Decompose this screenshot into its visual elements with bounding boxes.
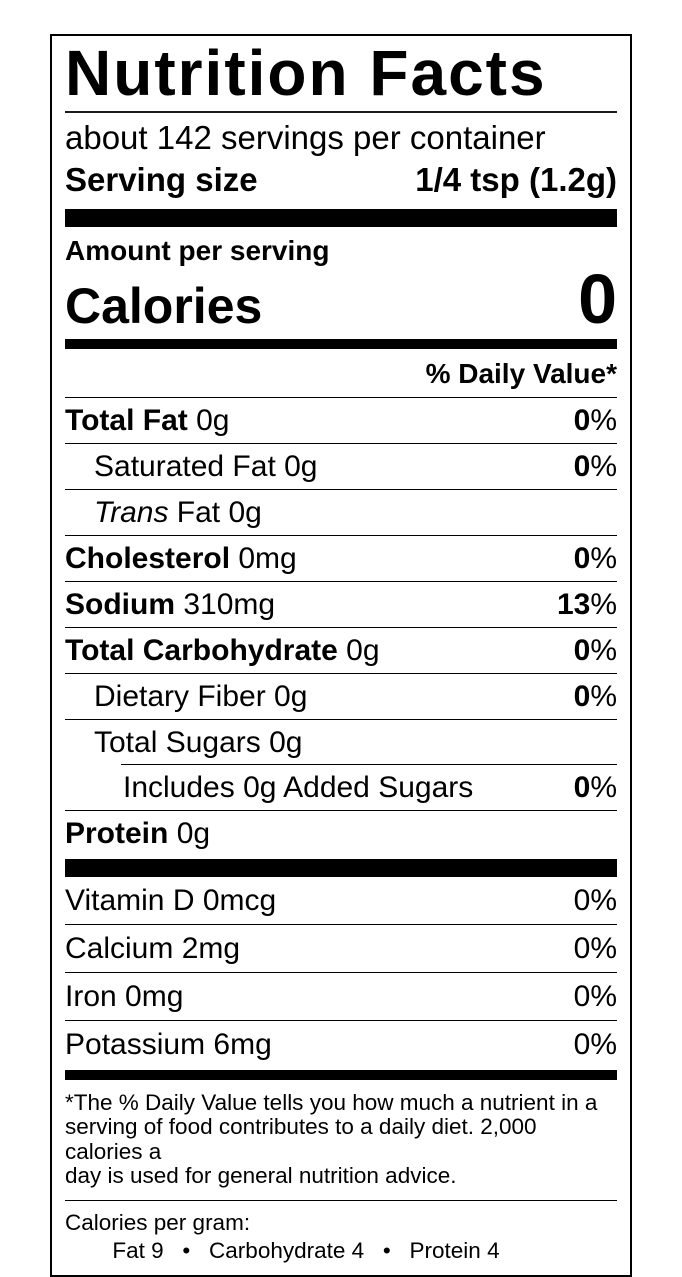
daily-value-percent: 0% bbox=[573, 541, 617, 575]
calories-value: 0 bbox=[578, 260, 617, 339]
nutrient-row: Protein 0g bbox=[65, 811, 617, 856]
thick-separator-bar bbox=[65, 858, 617, 877]
daily-value-percent: 0% bbox=[573, 633, 617, 667]
nutrient-row: Trans Fat 0g bbox=[65, 490, 617, 536]
amount-per-serving-label: Amount per serving bbox=[65, 235, 330, 267]
nutrient-row: Saturated Fat 0g 0% bbox=[65, 444, 617, 490]
micronutrient-rows: Vitamin D 0mcg 0% Calcium 2mg 0% Iron 0mg 0% P… bbox=[65, 877, 617, 1068]
nutrient-row: Total Fat 0g 0% bbox=[65, 398, 617, 444]
daily-value-header: % Daily Value* bbox=[65, 349, 617, 398]
micronutrient-row: Vitamin D 0mcg 0% bbox=[65, 877, 617, 925]
micronutrient-row: Calcium 2mg 0% bbox=[65, 925, 617, 973]
footnote-line: *The % Daily Value tells you how much a … bbox=[65, 1089, 598, 1115]
label-title: Nutrition Facts bbox=[65, 37, 547, 109]
nutrient-name: Vitamin D 0mcg bbox=[65, 883, 277, 917]
title-divider bbox=[65, 111, 617, 114]
nutrient-name: Protein 0g bbox=[65, 816, 211, 850]
nutrient-rows: Total Fat 0g 0% Saturated Fat 0g 0% Trans Fa… bbox=[65, 398, 617, 856]
nutrient-name: Trans Fat 0g bbox=[94, 495, 262, 529]
nutrient-name: Saturated Fat 0g bbox=[94, 449, 318, 483]
nutrient-name: Iron 0mg bbox=[65, 979, 184, 1013]
nutrient-name: Total Fat 0g bbox=[65, 403, 230, 437]
nutrient-name: Cholesterol 0mg bbox=[65, 541, 297, 575]
nutrient-name: Dietary Fiber 0g bbox=[94, 679, 308, 713]
footnote-line: day is used for general nutrition advice… bbox=[65, 1163, 457, 1189]
nutrient-name: Calcium 2mg bbox=[65, 931, 241, 965]
calories-per-gram-block: Calories per gram: Fat 9 • Carbohydrate … bbox=[65, 1199, 617, 1263]
daily-value-percent: 0% bbox=[573, 1027, 617, 1061]
footnote-line: serving of food contributes to a daily d… bbox=[65, 1114, 537, 1164]
medium-separator-bar bbox=[65, 338, 617, 349]
servings-per-container: about 142 servings per container bbox=[65, 119, 546, 157]
serving-size-value: 1/4 tsp (1.2g) bbox=[415, 161, 617, 199]
medium-separator-bar bbox=[65, 1069, 617, 1080]
serving-size-row: Serving size 1/4 tsp (1.2g) bbox=[65, 159, 617, 201]
nutrient-row: Total Sugars 0g bbox=[65, 720, 617, 765]
nutrient-row: Cholesterol 0mg 0% bbox=[65, 536, 617, 582]
calories-per-gram-label: Calories per gram: bbox=[65, 1209, 251, 1235]
nutrient-row: Sodium 310mg 13% bbox=[65, 582, 617, 628]
daily-value-percent: 0% bbox=[573, 883, 617, 917]
nutrition-facts-label: Nutrition Facts about 142 servings per c… bbox=[50, 34, 632, 1277]
daily-value-percent: 13% bbox=[556, 587, 617, 621]
daily-value-percent: 0% bbox=[573, 679, 617, 713]
thick-separator-bar bbox=[65, 209, 617, 228]
serving-size-label: Serving size bbox=[65, 161, 258, 199]
daily-value-percent: 0% bbox=[573, 770, 617, 804]
footnote: *The % Daily Value tells you how much a … bbox=[65, 1089, 617, 1189]
nutrient-name: Includes 0g Added Sugars bbox=[123, 770, 474, 804]
calories-row: Calories 0 bbox=[65, 260, 617, 339]
daily-value-percent: 0% bbox=[573, 979, 617, 1013]
micronutrient-row: Potassium 6mg 0% bbox=[65, 1021, 617, 1068]
nutrient-row: Dietary Fiber 0g 0% bbox=[65, 674, 617, 720]
nutrient-name: Sodium 310mg bbox=[65, 587, 276, 621]
calories-per-gram-values: Fat 9 • Carbohydrate 4 • Protein 4 bbox=[112, 1237, 500, 1263]
daily-value-percent: 0% bbox=[573, 403, 617, 437]
nutrient-name: Total Sugars 0g bbox=[94, 725, 303, 759]
nutrient-row: Includes 0g Added Sugars 0% bbox=[65, 765, 617, 811]
micronutrient-row: Iron 0mg 0% bbox=[65, 973, 617, 1021]
daily-value-percent: 0% bbox=[573, 931, 617, 965]
daily-value-percent: 0% bbox=[573, 449, 617, 483]
calories-label: Calories bbox=[65, 278, 263, 335]
nutrient-row: Total Carbohydrate 0g 0% bbox=[65, 628, 617, 674]
nutrient-name: Potassium 6mg bbox=[65, 1027, 272, 1061]
nutrient-name: Total Carbohydrate 0g bbox=[65, 633, 380, 667]
